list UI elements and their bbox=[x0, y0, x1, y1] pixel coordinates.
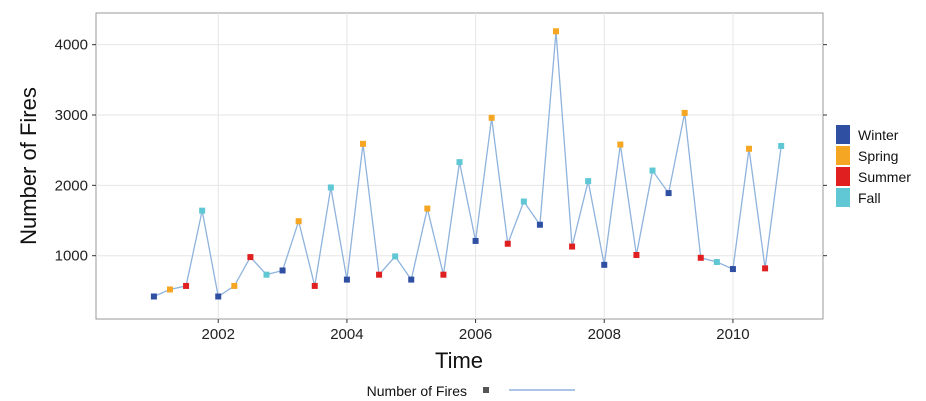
data-point-winter bbox=[601, 261, 608, 268]
legend-swatch-spring bbox=[836, 146, 850, 165]
data-point-winter bbox=[472, 237, 479, 244]
data-point-spring bbox=[488, 114, 495, 121]
data-point-fall bbox=[392, 253, 399, 260]
data-point-fall bbox=[713, 259, 720, 266]
data-point-spring bbox=[231, 282, 238, 289]
x-tick-label: 2010 bbox=[716, 326, 749, 343]
data-point-spring bbox=[681, 109, 688, 116]
legend-label-fall: Fall bbox=[858, 190, 881, 206]
data-point-summer bbox=[440, 271, 447, 278]
data-point-winter bbox=[408, 276, 415, 283]
bottom-legend: Number of Fires bbox=[367, 383, 575, 399]
data-point-winter bbox=[150, 293, 157, 300]
y-tick-label: 4000 bbox=[55, 37, 88, 54]
data-point-summer bbox=[311, 282, 318, 289]
y-tick-label: 3000 bbox=[55, 107, 88, 124]
data-point-winter bbox=[215, 293, 222, 300]
legend-label-spring: Spring bbox=[858, 148, 898, 164]
data-point-spring bbox=[424, 205, 431, 212]
data-point-fall bbox=[778, 142, 785, 149]
data-point-summer bbox=[569, 243, 576, 250]
data-point-summer bbox=[762, 265, 769, 272]
data-point-spring bbox=[746, 145, 753, 152]
data-point-winter bbox=[665, 190, 672, 197]
data-point-spring bbox=[553, 28, 560, 35]
data-point-fall bbox=[456, 159, 463, 166]
data-points bbox=[150, 28, 785, 300]
x-tick-label: 2002 bbox=[202, 326, 235, 343]
data-point-fall bbox=[327, 184, 334, 191]
data-point-summer bbox=[697, 254, 704, 261]
data-point-spring bbox=[617, 141, 624, 148]
y-axis-ticks: 1000 2000 3000 4000 bbox=[55, 37, 827, 265]
y-tick-label: 2000 bbox=[55, 177, 88, 194]
legend-label-winter: Winter bbox=[858, 127, 899, 143]
data-point-fall bbox=[520, 198, 527, 205]
data-point-winter bbox=[343, 276, 350, 283]
data-point-summer bbox=[247, 254, 254, 261]
bottom-legend-label: Number of Fires bbox=[367, 383, 467, 399]
data-point-summer bbox=[504, 240, 511, 247]
legend-swatch-fall bbox=[836, 188, 850, 207]
data-point-winter bbox=[729, 266, 736, 273]
data-point-winter bbox=[279, 267, 286, 274]
x-tick-label: 2006 bbox=[459, 326, 492, 343]
legend-swatch-winter bbox=[836, 125, 850, 144]
data-point-spring bbox=[166, 286, 173, 293]
data-point-winter bbox=[536, 221, 543, 228]
bottom-legend-marker bbox=[483, 387, 489, 393]
data-point-fall bbox=[649, 167, 656, 174]
season-legend: Winter Spring Summer Fall bbox=[836, 125, 911, 207]
legend-swatch-summer bbox=[836, 167, 850, 186]
x-tick-label: 2004 bbox=[330, 326, 363, 343]
data-point-fall bbox=[585, 178, 592, 185]
data-point-fall bbox=[263, 271, 270, 278]
x-axis-title: Time bbox=[435, 348, 483, 373]
data-point-spring bbox=[295, 218, 302, 225]
data-point-summer bbox=[183, 282, 190, 289]
data-point-summer bbox=[376, 271, 383, 278]
legend-label-summer: Summer bbox=[858, 169, 911, 185]
fires-series-line bbox=[153, 31, 782, 298]
data-point-summer bbox=[633, 251, 640, 258]
x-tick-label: 2008 bbox=[588, 326, 621, 343]
y-axis-title: Number of Fires bbox=[16, 87, 41, 245]
x-axis-ticks: 2002 2004 2006 2008 2010 bbox=[202, 319, 750, 343]
data-point-fall bbox=[199, 207, 206, 214]
data-point-spring bbox=[359, 140, 366, 147]
y-tick-label: 1000 bbox=[55, 248, 88, 265]
